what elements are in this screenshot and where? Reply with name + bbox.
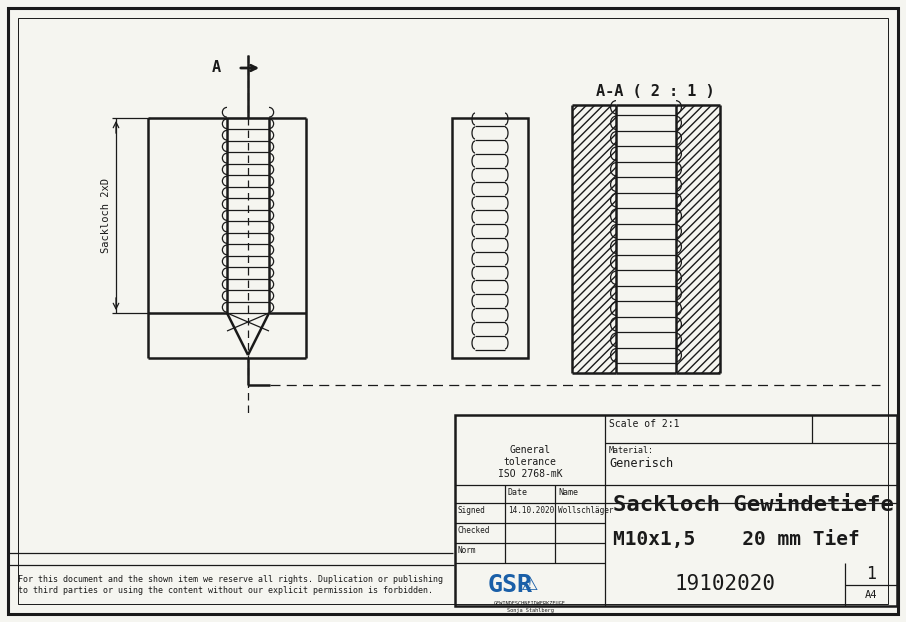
Text: M10x1,5    20 mm Tief: M10x1,5 20 mm Tief bbox=[613, 530, 860, 549]
Text: Signed: Signed bbox=[458, 506, 486, 515]
Text: A4: A4 bbox=[864, 590, 877, 600]
Text: For this document and the shown item we reserve all rights. Duplication or publi: For this document and the shown item we … bbox=[17, 575, 442, 595]
Text: 14.10.2020: 14.10.2020 bbox=[508, 506, 554, 515]
Text: Sackloch 2xD: Sackloch 2xD bbox=[101, 178, 111, 253]
Text: ISO 2768-mK: ISO 2768-mK bbox=[497, 469, 563, 479]
Text: Date: Date bbox=[508, 488, 528, 497]
Text: GSR: GSR bbox=[487, 573, 533, 597]
Text: A-A ( 2 : 1 ): A-A ( 2 : 1 ) bbox=[595, 85, 714, 100]
Text: GEWINDESCHNEIDWERKZEUGE: GEWINDESCHNEIDWERKZEUGE bbox=[494, 601, 566, 606]
Text: tolerance: tolerance bbox=[504, 457, 556, 467]
Bar bbox=[572, 105, 616, 373]
Text: Name: Name bbox=[558, 488, 578, 497]
Text: 19102020: 19102020 bbox=[674, 575, 776, 595]
Bar bbox=[676, 105, 720, 373]
Text: Generisch: Generisch bbox=[609, 457, 673, 470]
Text: Sonja Stahlberg: Sonja Stahlberg bbox=[506, 608, 554, 613]
Text: ⚠: ⚠ bbox=[521, 575, 539, 595]
Text: Sackloch Gewindetiefe: Sackloch Gewindetiefe bbox=[613, 495, 894, 515]
Text: General: General bbox=[509, 445, 551, 455]
Bar bbox=[455, 415, 897, 606]
Text: 1: 1 bbox=[866, 565, 876, 583]
Text: Wollschläger: Wollschläger bbox=[558, 506, 613, 515]
Text: Checked: Checked bbox=[458, 526, 490, 535]
Text: Material:: Material: bbox=[609, 446, 654, 455]
Text: Norm: Norm bbox=[458, 546, 477, 555]
Text: A: A bbox=[211, 60, 220, 75]
Text: Scale of 2:1: Scale of 2:1 bbox=[609, 419, 680, 429]
Bar bbox=[452, 118, 528, 358]
